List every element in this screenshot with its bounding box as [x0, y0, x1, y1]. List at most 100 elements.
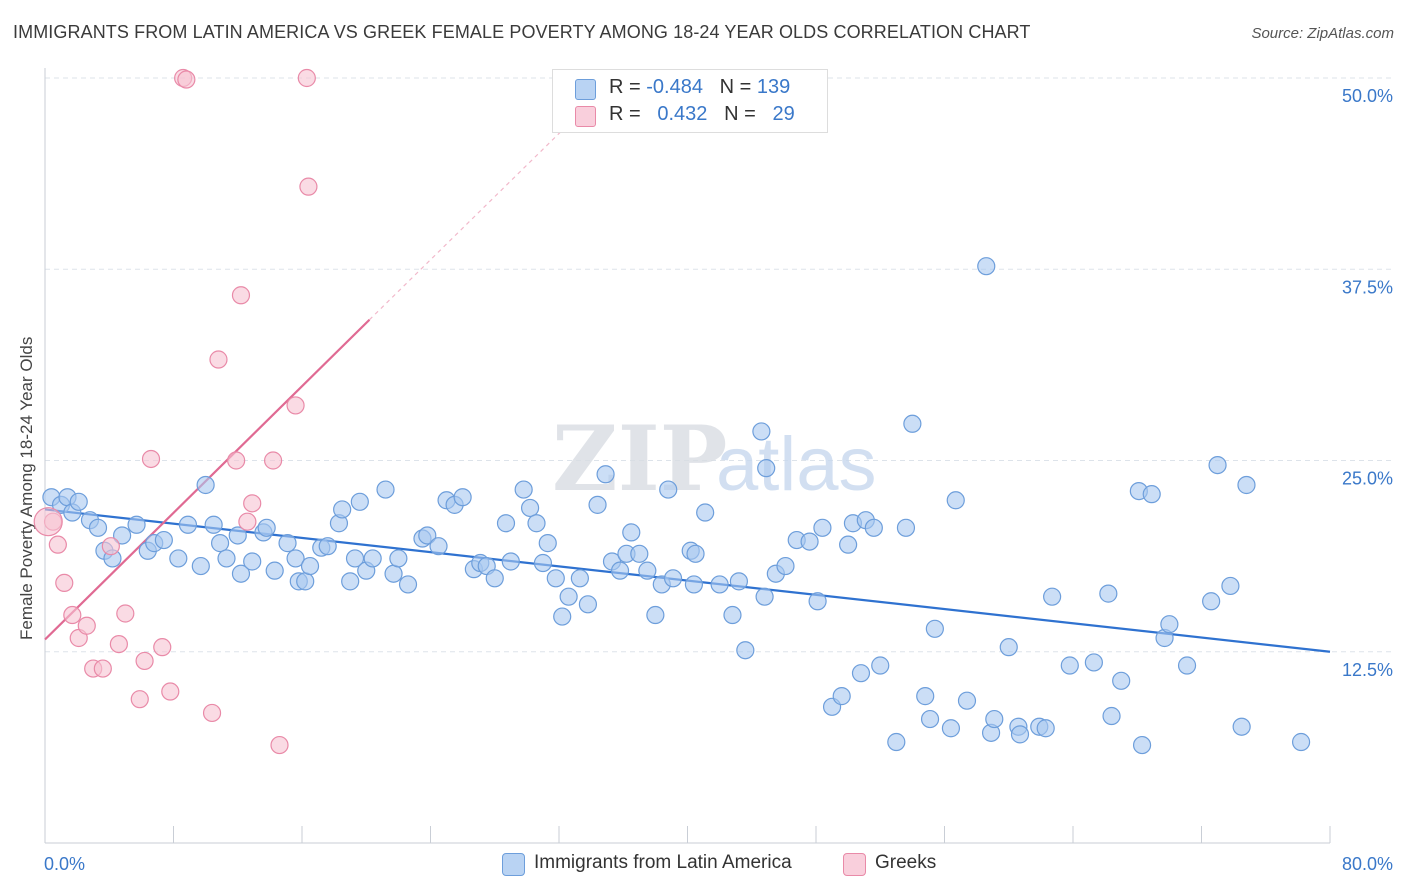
point-latin-america: [350, 492, 369, 511]
point-latin-america: [546, 569, 565, 588]
point-latin-america: [333, 500, 352, 519]
correlation-legend: R = -0.484 N = 139 R = 0.432 N = 29: [552, 69, 828, 133]
n-value: 29: [772, 103, 795, 125]
y-tick-label: 25.0%: [1342, 469, 1393, 489]
point-latin-america: [851, 664, 871, 683]
watermark-zip: ZIP: [552, 406, 727, 512]
legend-text: R = -0.484 N = 139: [609, 76, 790, 99]
point-latin-america: [871, 656, 890, 675]
point-latin-america: [553, 607, 572, 626]
point-latin-america: [663, 569, 683, 588]
point-latin-america: [1036, 719, 1055, 738]
point-latin-america: [832, 687, 851, 706]
point-latin-america: [345, 549, 365, 568]
point-greeks: [297, 68, 316, 88]
pink-swatch-icon: [575, 106, 596, 127]
point-greeks: [130, 690, 149, 709]
point-latin-america: [1221, 576, 1240, 596]
point-latin-america: [1208, 455, 1227, 475]
point-latin-america: [839, 535, 858, 554]
point-greeks: [63, 605, 82, 625]
point-latin-america: [610, 561, 630, 580]
point-latin-america: [920, 709, 940, 729]
blue-swatch-icon: [575, 79, 596, 100]
point-latin-america: [925, 619, 944, 638]
point-latin-america: [243, 552, 262, 571]
point-latin-america: [736, 641, 755, 660]
point-latin-america: [757, 459, 776, 478]
point-latin-america: [896, 518, 916, 537]
point-latin-america: [318, 537, 337, 556]
point-latin-america: [228, 526, 247, 545]
point-greeks: [270, 735, 289, 755]
point-greeks: [243, 494, 262, 513]
x-tick-label: 0.0%: [44, 854, 85, 874]
point-latin-america: [941, 719, 961, 738]
point-latin-america: [588, 495, 607, 514]
r-value: 0.432: [657, 103, 708, 125]
point-greeks: [135, 651, 154, 671]
point-latin-america: [752, 422, 771, 441]
point-latin-america: [755, 587, 774, 606]
point-latin-america: [659, 480, 678, 499]
point-latin-america: [278, 534, 297, 553]
point-latin-america: [1102, 706, 1121, 726]
point-latin-america: [178, 515, 198, 534]
source-label: Source: ZipAtlas.com: [1251, 25, 1394, 42]
point-greeks: [55, 573, 74, 593]
y-tick-label: 37.5%: [1342, 277, 1393, 297]
point-latin-america: [864, 518, 883, 537]
point-latin-america: [985, 709, 1004, 729]
point-latin-america: [1142, 485, 1161, 504]
point-latin-america: [596, 465, 615, 484]
point-latin-america: [265, 561, 284, 580]
point-latin-america: [646, 605, 665, 625]
point-latin-america: [169, 549, 188, 568]
point-latin-america: [1160, 615, 1179, 634]
point-greeks: [238, 512, 257, 531]
point-latin-america: [1237, 475, 1256, 495]
point-latin-america: [977, 257, 996, 276]
point-latin-america: [903, 414, 922, 433]
point-greeks: [209, 350, 228, 369]
point-latin-america: [217, 549, 236, 568]
point-latin-america: [808, 592, 827, 611]
point-latin-america: [429, 537, 448, 556]
legend-text: R = 0.432 N = 29: [609, 103, 795, 126]
tick-labels: 12.5% 25.0% 37.5% 50.0% 0.0% 80.0%: [44, 86, 1393, 874]
point-latin-america: [999, 638, 1018, 657]
blue-swatch-icon: [502, 853, 525, 876]
point-latin-america: [729, 572, 749, 591]
point-latin-america: [501, 552, 520, 571]
point-latin-america: [1060, 656, 1079, 675]
point-latin-america: [527, 514, 546, 533]
point-latin-america: [887, 732, 906, 752]
point-latin-america: [191, 556, 210, 576]
point-latin-america: [389, 549, 408, 568]
point-latin-america: [1232, 717, 1251, 736]
point-latin-america: [916, 687, 935, 706]
point-latin-america: [559, 587, 578, 606]
point-latin-america: [376, 480, 395, 499]
point-latin-america: [957, 691, 977, 710]
point-greeks: [141, 449, 161, 469]
point-greeks: [299, 177, 318, 196]
point-latin-america: [723, 605, 742, 625]
point-latin-america: [418, 526, 437, 545]
watermark-atlas: atlas: [716, 422, 877, 507]
chart-title: IMMIGRANTS FROM LATIN AMERICA VS GREEK F…: [13, 22, 1031, 42]
point-latin-america: [154, 530, 173, 550]
point-latin-america: [485, 569, 504, 588]
point-greeks: [227, 451, 246, 470]
point-latin-america: [578, 595, 598, 614]
r-label: R =: [609, 76, 641, 98]
point-greeks: [177, 70, 196, 89]
point-latin-america: [1132, 735, 1152, 755]
point-latin-america: [257, 518, 276, 537]
point-latin-america: [296, 572, 315, 591]
point-latin-america: [286, 549, 305, 568]
axes: [44, 68, 1331, 844]
point-latin-america: [684, 575, 704, 594]
